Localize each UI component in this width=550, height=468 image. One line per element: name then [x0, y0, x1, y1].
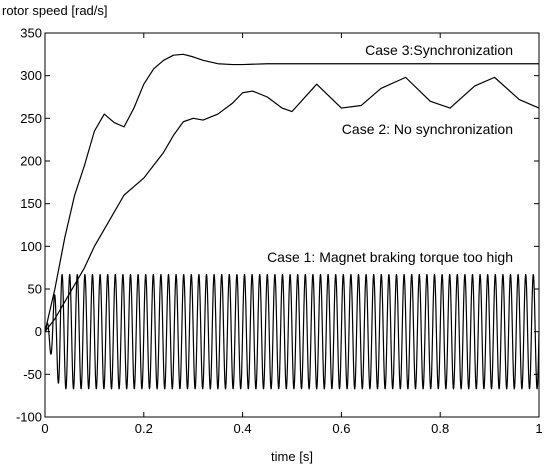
series-line-case3: [44, 53, 539, 332]
annotation-case2: Case 2: No synchronization: [342, 121, 513, 137]
y-tick-label: 0: [35, 324, 42, 339]
x-tick-label: 0: [41, 421, 48, 436]
x-axis-label: time [s]: [271, 449, 313, 464]
y-tick-label: 100: [20, 239, 42, 254]
y-axis-label: rotor speed [rad/s]: [2, 3, 108, 18]
x-tick-label: 0.6: [332, 421, 350, 436]
y-tick-label: -50: [23, 367, 42, 382]
x-tick-label: 0.2: [135, 421, 153, 436]
x-tick-label: 1: [535, 421, 542, 436]
y-tick-label: 350: [20, 26, 42, 41]
annotation-case1: Case 1: Magnet braking torque too high: [267, 249, 513, 265]
x-tick-label: 0.4: [234, 421, 252, 436]
plot-frame: [44, 32, 540, 418]
series-line-case1: [44, 273, 540, 390]
x-tick-label: 0.8: [431, 421, 449, 436]
y-tick-label: 200: [20, 154, 42, 169]
y-tick-label: 50: [28, 282, 42, 297]
y-tick-label: 300: [20, 68, 42, 83]
series-layer: [44, 53, 540, 390]
series-line-case2: [44, 76, 540, 333]
y-tick-label: 150: [20, 196, 42, 211]
axes-layer: 0 0.2 0.4 0.6 0.8 1 -100 -50 0 50 100 150 200 250 300 3…: [16, 26, 543, 437]
annotation-case3: Case 3:Synchronization: [365, 42, 513, 58]
y-tick-label: -100: [16, 410, 42, 425]
y-tick-label: 250: [20, 111, 42, 126]
